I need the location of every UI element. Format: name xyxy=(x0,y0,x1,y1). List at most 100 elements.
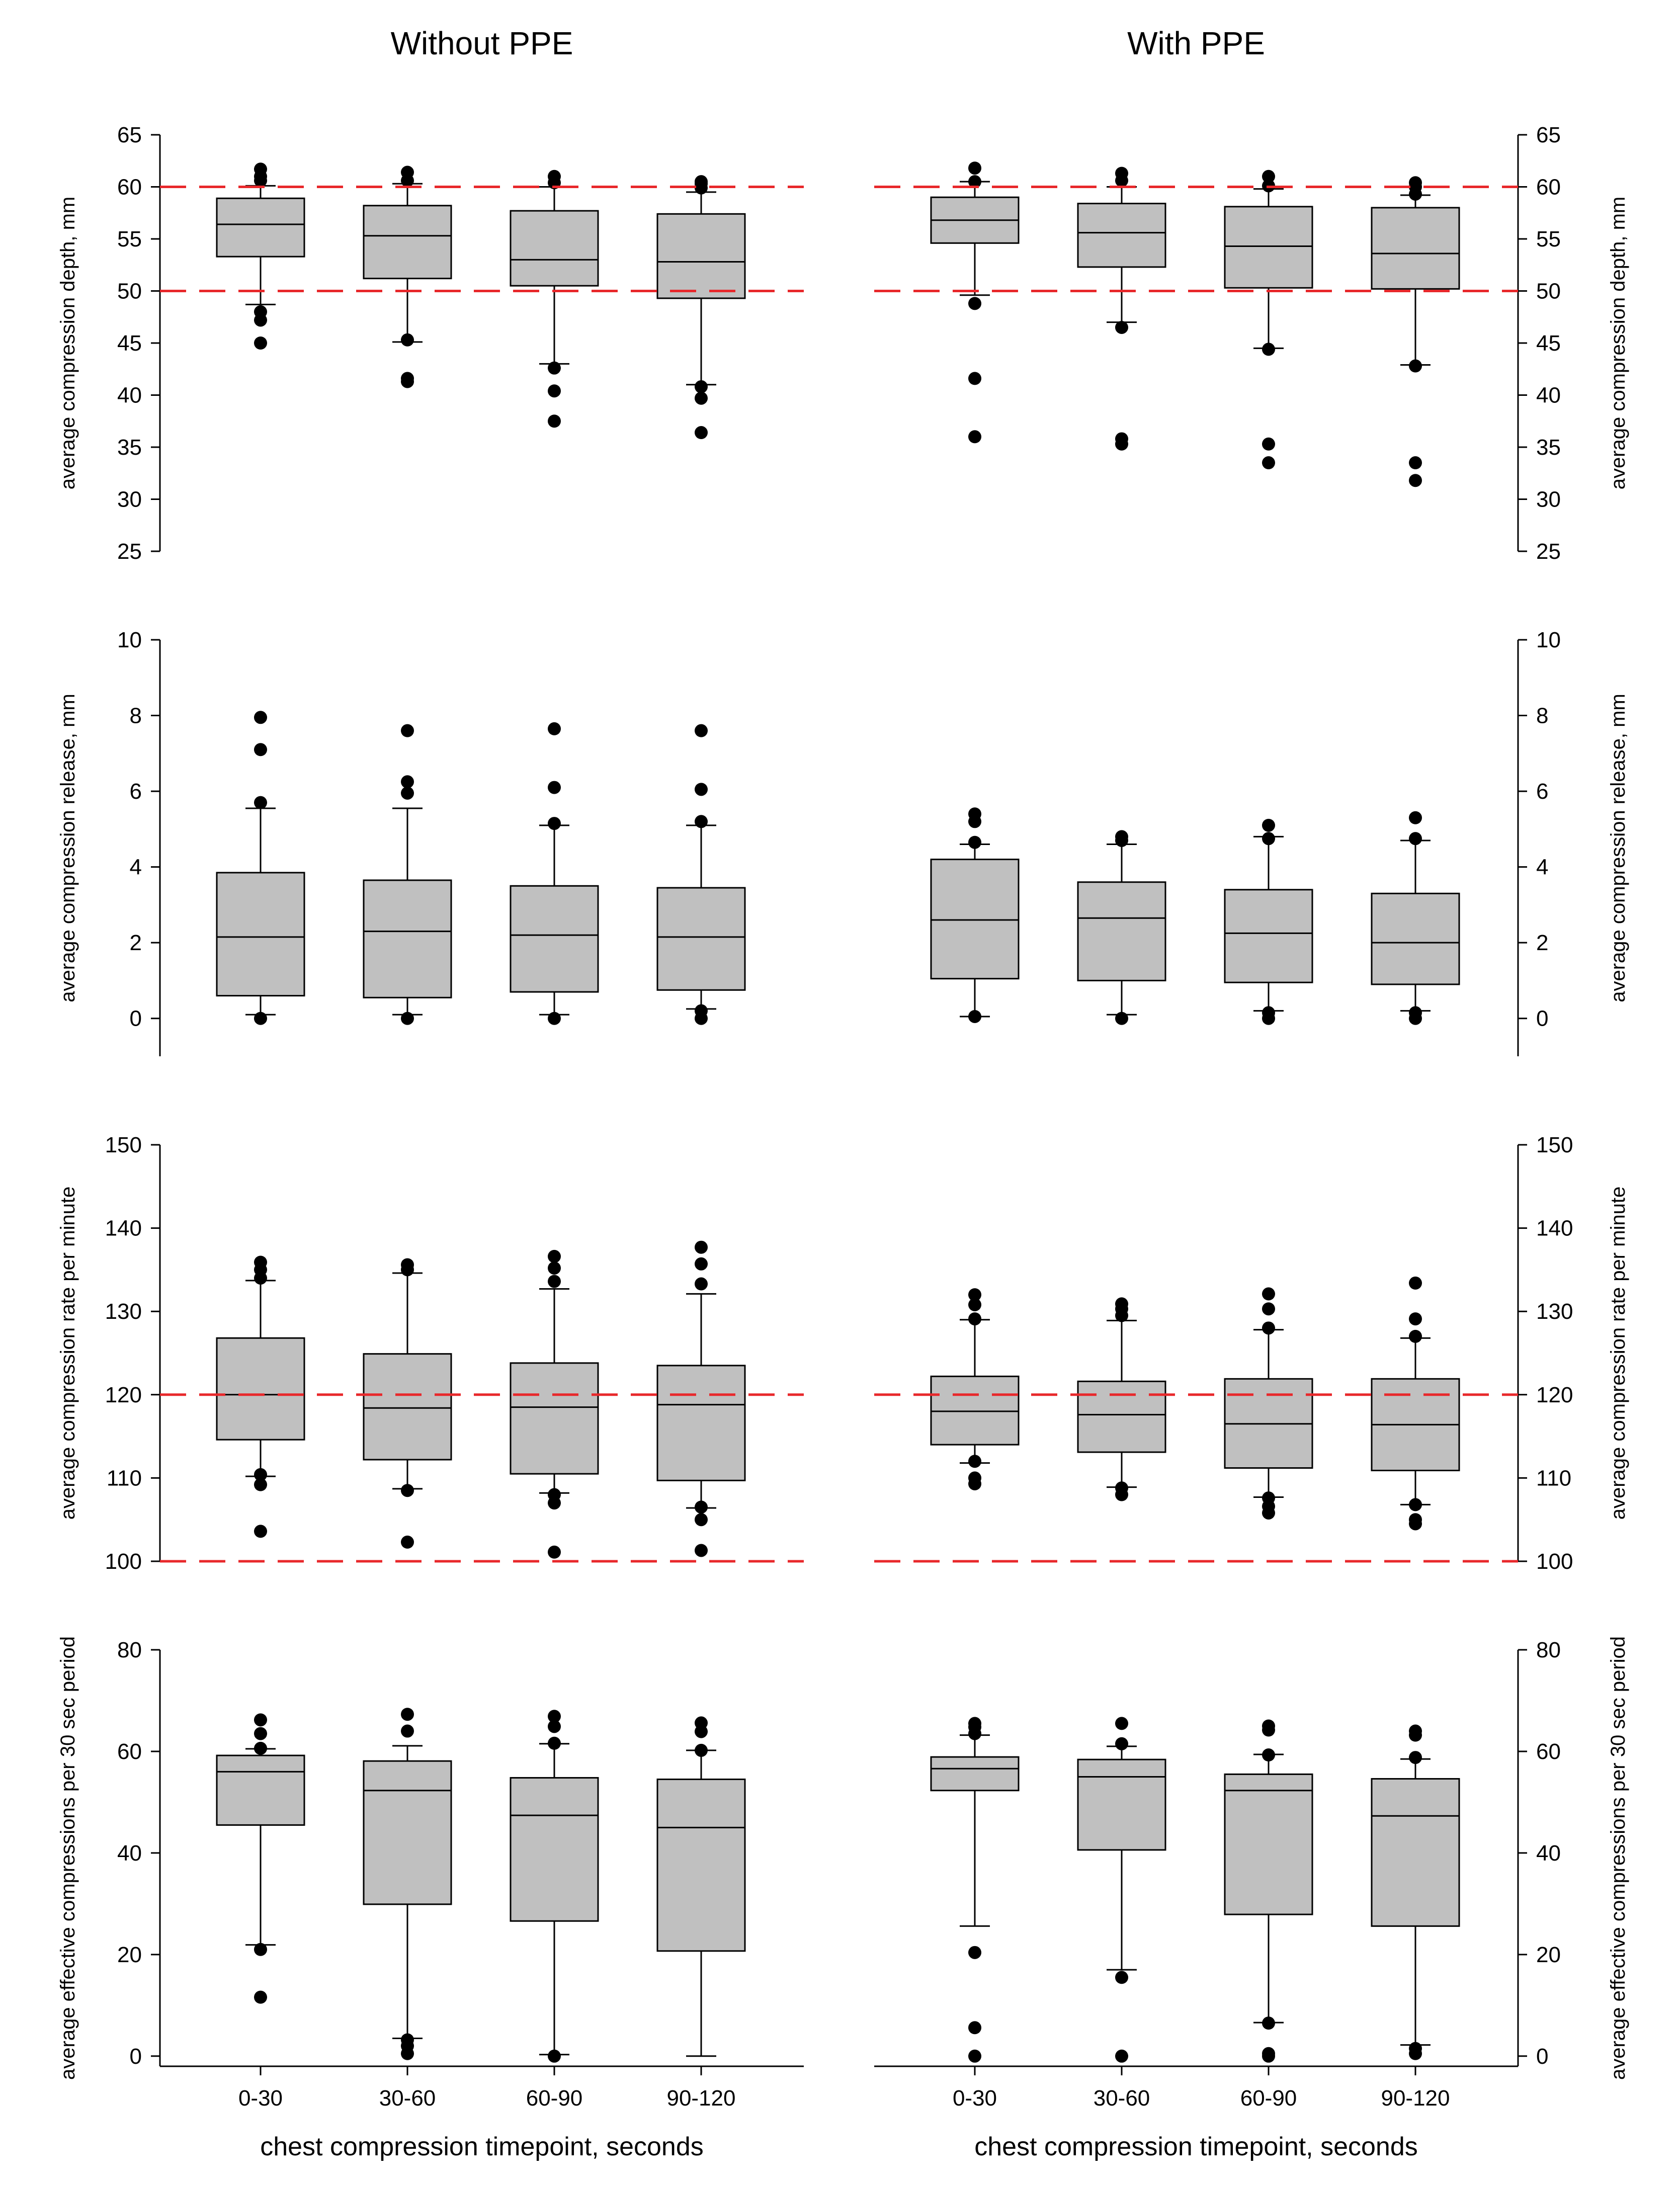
chart-panel-1: 25 30 35 40 45 50 55 60 65 average compression de… xyxy=(57,123,804,564)
right-x-axis-title: chest compression timepoint, seconds xyxy=(974,2132,1418,2161)
outlier-point xyxy=(1115,1717,1128,1730)
outlier-point xyxy=(1115,1737,1128,1750)
y-tick-label: 0 xyxy=(1536,1006,1548,1031)
outlier-point xyxy=(401,786,414,800)
interquartile-box xyxy=(363,205,452,280)
box-30-60 xyxy=(1077,1297,1166,1501)
outlier-point xyxy=(1115,166,1128,180)
box-30-60 xyxy=(363,1708,452,2060)
outlier-point xyxy=(1409,1498,1422,1511)
outlier-point xyxy=(254,796,267,809)
y-tick-label: 20 xyxy=(1536,1943,1561,1967)
y-tick-label: 6 xyxy=(130,779,142,804)
outlier-point xyxy=(1409,176,1422,190)
outlier-point xyxy=(254,1943,267,1956)
outlier-point xyxy=(695,1004,708,1018)
outlier-point xyxy=(548,1488,561,1501)
outlier-point xyxy=(401,372,414,385)
outlier-point xyxy=(401,1724,414,1738)
y-tick-label: 150 xyxy=(105,1133,142,1157)
outlier-point xyxy=(254,1012,267,1025)
outlier-point xyxy=(695,380,708,393)
chart-panel-8: 0 20 40 60 80 average effective compressions … xyxy=(874,1636,1629,2111)
interquartile-box xyxy=(1224,889,1313,983)
box-90-120 xyxy=(656,724,746,1025)
outlier-point xyxy=(254,305,267,318)
interquartile-box xyxy=(216,1754,305,1826)
box-90-120 xyxy=(1371,811,1460,1025)
y-tick-label: 35 xyxy=(117,435,142,460)
interquartile-box xyxy=(510,1777,599,1922)
box-0-30 xyxy=(930,807,1020,1023)
y-tick-label: 80 xyxy=(117,1638,142,1662)
box-30-60 xyxy=(363,724,452,1025)
outlier-point xyxy=(1409,811,1422,824)
outlier-point xyxy=(968,161,981,175)
outlier-point xyxy=(401,724,414,737)
box-0-30 xyxy=(930,1717,1020,2063)
box-90-120 xyxy=(656,1240,746,1557)
y-tick-label: 130 xyxy=(105,1299,142,1324)
box-30-60 xyxy=(1077,166,1166,451)
y-axis-title: average compression release, mm xyxy=(1607,694,1629,1002)
chart-panel-3: 0 2 4 6 8 10 average compression release, mm xyxy=(57,628,746,1056)
outlier-point xyxy=(1262,2016,1275,2030)
box-90-120 xyxy=(1371,176,1460,487)
outlier-point xyxy=(254,1468,267,1481)
interquartile-box xyxy=(656,213,746,299)
outlier-point xyxy=(548,414,561,428)
interquartile-box xyxy=(1077,881,1166,981)
box-30-60 xyxy=(363,165,452,388)
box-30-60 xyxy=(1077,830,1166,1025)
y-tick-label: 60 xyxy=(1536,1739,1561,1764)
outlier-point xyxy=(968,1471,981,1485)
outlier-point xyxy=(401,1012,414,1025)
y-tick-label: 8 xyxy=(130,704,142,728)
box-0-30 xyxy=(216,711,305,1025)
outlier-point xyxy=(1262,1006,1275,1020)
interquartile-box xyxy=(656,887,746,991)
interquartile-box xyxy=(930,1756,1020,1792)
x-tick-label: 30-60 xyxy=(379,2086,436,2111)
interquartile-box xyxy=(1371,1778,1460,1927)
outlier-point xyxy=(401,333,414,347)
interquartile-box xyxy=(363,1760,452,1905)
y-tick-label: 30 xyxy=(1536,487,1561,512)
outlier-point xyxy=(254,162,267,176)
interquartile-box xyxy=(1224,1773,1313,1915)
outlier-point xyxy=(695,783,708,796)
chart-panel-2: 25 30 35 40 45 50 55 60 65 average compression de… xyxy=(874,123,1629,564)
outlier-point xyxy=(254,711,267,724)
outlier-point xyxy=(968,175,981,189)
outlier-point xyxy=(968,2049,981,2063)
interquartile-box xyxy=(930,1375,1020,1446)
y-tick-label: 60 xyxy=(117,175,142,200)
y-tick-label: 130 xyxy=(1536,1299,1573,1324)
y-axis-title: average compression depth, mm xyxy=(57,197,79,490)
outlier-point xyxy=(968,1946,981,1959)
y-tick-label: 40 xyxy=(117,1841,142,1866)
outlier-point xyxy=(1262,1491,1275,1505)
y-tick-label: 20 xyxy=(117,1943,142,1967)
y-tick-label: 4 xyxy=(1536,855,1548,880)
y-tick-label: 10 xyxy=(1536,628,1561,652)
chart-panel-4: 0 2 4 6 8 10 average compression release, mm xyxy=(930,628,1629,1056)
y-tick-label: 150 xyxy=(1536,1133,1573,1157)
y-tick-label: 120 xyxy=(1536,1383,1573,1407)
outlier-point xyxy=(695,175,708,189)
outlier-point xyxy=(254,337,267,350)
box-0-30 xyxy=(216,1255,305,1538)
y-tick-label: 45 xyxy=(117,331,142,356)
y-tick-label: 60 xyxy=(1536,175,1561,200)
interquartile-box xyxy=(510,210,599,287)
y-tick-label: 140 xyxy=(105,1216,142,1241)
y-tick-label: 45 xyxy=(1536,331,1561,356)
outlier-point xyxy=(548,1736,561,1750)
left-x-axis-title: chest compression timepoint, seconds xyxy=(260,2132,704,2161)
outlier-point xyxy=(548,2049,561,2063)
y-tick-label: 40 xyxy=(1536,1841,1561,1866)
outlier-point xyxy=(1262,832,1275,846)
outlier-point xyxy=(695,1240,708,1254)
